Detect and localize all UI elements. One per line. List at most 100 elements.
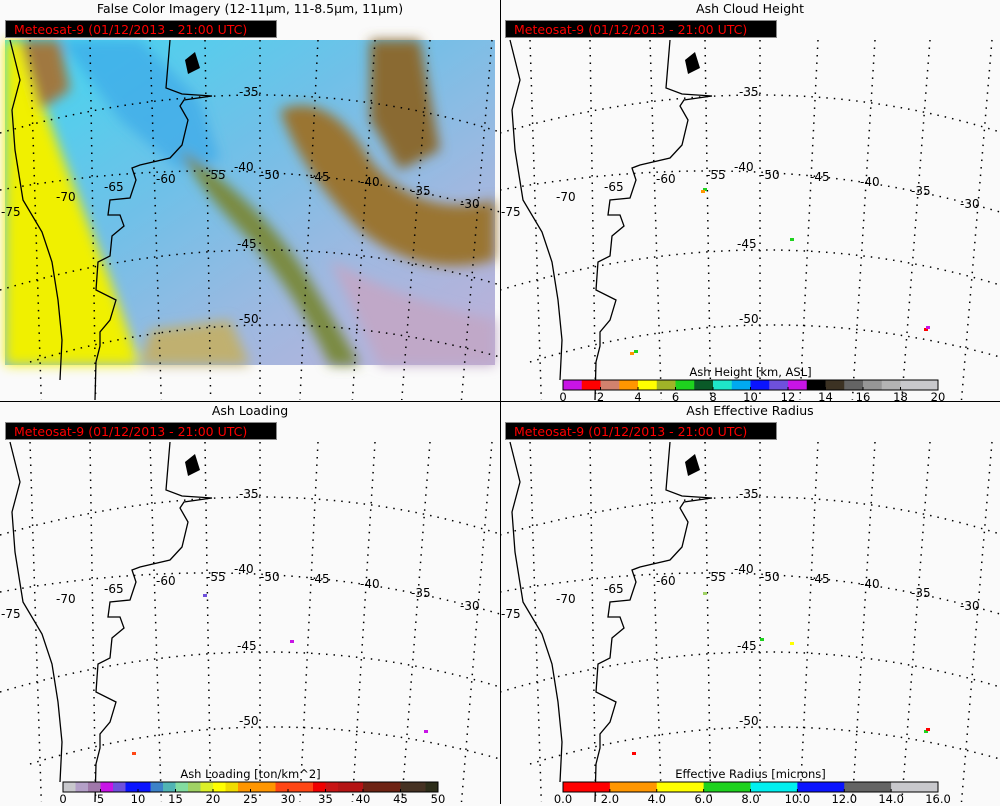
longitude-gridline bbox=[704, 39, 712, 400]
colorbar-segment bbox=[288, 782, 301, 792]
colorbar-segment bbox=[750, 380, 770, 390]
longitude-label: -45 bbox=[810, 572, 830, 586]
longitude-gridline bbox=[29, 39, 43, 400]
latitude-label: -40 bbox=[234, 160, 254, 174]
longitude-gridline bbox=[299, 441, 319, 802]
longitude-gridline bbox=[851, 441, 876, 802]
colorbar-tick-label: 2.0 bbox=[600, 792, 620, 806]
colorbar-tick-label: 15 bbox=[168, 792, 183, 806]
colorbar-segment bbox=[891, 782, 939, 792]
longitude-label: -60 bbox=[156, 172, 176, 186]
coastline bbox=[509, 39, 563, 381]
longitude-label: -60 bbox=[656, 574, 676, 588]
longitude-gridline bbox=[529, 441, 543, 802]
colorbar-tick-label: 40 bbox=[355, 792, 371, 806]
colorbar-segment bbox=[325, 782, 339, 792]
latitude-label: -45 bbox=[237, 639, 257, 653]
colorbar-title: Ash Loading [ton/km^2] bbox=[180, 767, 321, 781]
longitude-label: -55 bbox=[206, 168, 226, 182]
longitude-gridline bbox=[351, 441, 376, 802]
ash-pixel bbox=[790, 642, 794, 645]
colorbar-tick-label: 10 bbox=[130, 792, 146, 806]
colorbar-segment bbox=[125, 782, 139, 792]
ash-pixel bbox=[924, 328, 928, 331]
latitude-label: -35 bbox=[239, 487, 259, 501]
ash-pixel bbox=[926, 728, 930, 731]
longitude-gridline bbox=[589, 39, 597, 400]
longitude-gridline bbox=[89, 441, 97, 802]
colorbar-segment bbox=[900, 380, 920, 390]
colorbar-segment bbox=[75, 782, 89, 792]
colorbar-tick-label: 0 bbox=[559, 390, 567, 404]
longitude-label: -40 bbox=[860, 175, 880, 189]
longitude-gridline bbox=[704, 441, 712, 802]
colorbar-segment bbox=[769, 380, 789, 390]
colorbar-tick-label: 14 bbox=[818, 390, 833, 404]
colorbar-tick-label: 6 bbox=[671, 390, 680, 404]
colorbar-tick-label: 25 bbox=[243, 792, 258, 806]
colorbar bbox=[62, 781, 439, 793]
longitude-gridline bbox=[460, 39, 493, 400]
coastline bbox=[509, 441, 563, 783]
longitude-label: -70 bbox=[556, 190, 576, 204]
ash-pixel bbox=[703, 188, 707, 191]
colorbar-tick-label: 50 bbox=[430, 792, 446, 806]
longitude-label: -70 bbox=[56, 592, 76, 606]
longitude-gridline bbox=[901, 39, 931, 400]
longitude-label: -30 bbox=[960, 197, 980, 211]
coastline bbox=[94, 39, 213, 400]
colorbar-segment bbox=[825, 380, 845, 390]
colorbar-segment bbox=[213, 782, 226, 792]
longitude-gridline bbox=[649, 441, 663, 802]
satellite-time-label: Meteosat-9 (01/12/2013 - 21:00 UTC) bbox=[505, 20, 777, 38]
longitude-label: -55 bbox=[206, 570, 226, 584]
longitude-gridline bbox=[401, 441, 431, 802]
ash-pixel bbox=[132, 752, 136, 755]
longitude-label: -60 bbox=[156, 574, 176, 588]
longitude-label: -65 bbox=[604, 180, 624, 194]
colorbar-segment bbox=[425, 782, 439, 792]
colorbar-segment bbox=[563, 380, 583, 390]
panel-loading: Ash Loading Meteosat-9 (01/12/2013 - 21:0… bbox=[0, 402, 500, 806]
longitude-gridline bbox=[851, 39, 876, 400]
island bbox=[185, 454, 200, 476]
colorbar-segment bbox=[188, 782, 201, 792]
longitude-gridline bbox=[204, 39, 212, 400]
coastline bbox=[594, 441, 713, 802]
colorbar-segment bbox=[675, 380, 695, 390]
longitude-label: -70 bbox=[56, 190, 76, 204]
latitude-label: -35 bbox=[739, 85, 759, 99]
map bbox=[500, 441, 1000, 802]
colorbar-tick-label: 4.0 bbox=[647, 792, 666, 806]
longitude-label: -75 bbox=[501, 205, 521, 219]
longitude-label: -45 bbox=[810, 170, 830, 184]
latitude-label: -40 bbox=[734, 160, 754, 174]
colorbar-segment bbox=[175, 782, 189, 792]
longitude-label: -60 bbox=[656, 172, 676, 186]
panel-false-color: False Color Imagery (12-11μm, 11-8.5μm, … bbox=[0, 0, 500, 402]
longitude-label: -55 bbox=[706, 570, 726, 584]
colorbar-segment bbox=[713, 380, 733, 390]
longitude-label: -45 bbox=[310, 170, 330, 184]
map bbox=[0, 39, 500, 400]
latitude-label: -35 bbox=[239, 85, 259, 99]
island bbox=[685, 52, 700, 74]
colorbar-segment bbox=[788, 380, 808, 390]
colorbar-tick-label: 16 bbox=[855, 390, 871, 404]
longitude-label: -65 bbox=[104, 180, 124, 194]
colorbar-tick-label: 0 bbox=[59, 792, 67, 806]
colorbar-tick-label: 8 bbox=[709, 390, 717, 404]
colorbar bbox=[562, 781, 939, 793]
longitude-label: -65 bbox=[104, 582, 124, 596]
panel-radius: Ash Effective Radius Meteosat-9 (01/12/20… bbox=[500, 402, 1000, 806]
colorbar-segment bbox=[100, 782, 114, 792]
ash-pixel bbox=[926, 326, 930, 329]
latitude-label: -50 bbox=[739, 312, 759, 326]
colorbar-segment bbox=[656, 782, 704, 792]
colorbar-segment bbox=[388, 782, 401, 792]
colorbar-segment bbox=[163, 782, 176, 792]
colorbar-tick-label: 35 bbox=[318, 792, 333, 806]
colorbar-segment bbox=[694, 380, 714, 390]
latitude-label: -40 bbox=[734, 562, 754, 576]
colorbar-segment bbox=[275, 782, 289, 792]
